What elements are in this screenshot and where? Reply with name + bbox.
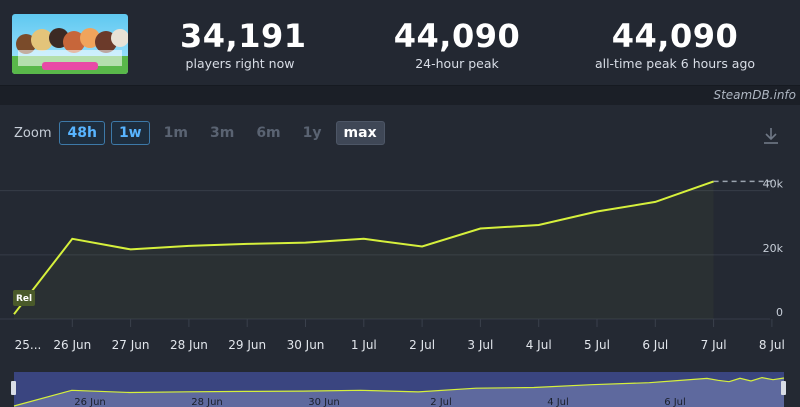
series-line [13,180,714,315]
stats-bar: 34,191 players right now 44,090 24-hour … [0,0,800,86]
navigator[interactable]: 26 Jun 28 Jun 30 Jun 2 Jul 4 Jul 6 Jul [11,372,786,407]
x-tick-label: 26 Jun [53,338,91,352]
y-axis-labels: 0 20k 40k [763,178,784,319]
navigator-tick-label: 28 Jun [191,397,223,407]
all-time-peak-label: all-time peak 6 hours ago [594,56,756,71]
x-tick-label: 4 Jul [526,338,552,352]
zoom-label: Zoom [14,125,52,141]
player-count-chart[interactable]: 0 20k 40k 25... 26 Jun 27 Jun 28 Jun 29 Jun 30 … [0,105,800,407]
navigator-tick-label: 26 Jun [74,397,106,407]
y-tick-label: 40k [763,178,784,191]
chart-panel [0,105,800,407]
zoom-1w-button[interactable]: 1w [110,121,150,145]
navigator-labels: 26 Jun 28 Jun 30 Jun 2 Jul 4 Jul 6 Jul [74,397,686,407]
navigator-right-handle[interactable] [781,381,786,395]
x-tick-label: 6 Jul [642,338,668,352]
x-tick-label: 29 Jun [228,338,266,352]
zoom-1y-button: 1y [302,125,322,141]
zoom-max-button[interactable]: max [335,121,385,145]
steamdb-credit[interactable]: SteamDB.info [713,88,796,102]
x-axis-labels: 25... 26 Jun 27 Jun 28 Jun 29 Jun 30 Jun 1 Jul… [15,338,785,352]
zoom-controls: Zoom 48h 1w 1m 3m 6m 1y max [14,120,391,146]
navigator-left-handle[interactable] [11,381,16,395]
chart-grid [0,190,773,327]
all-time-peak-value: 44,090 [611,17,739,55]
navigator-line [13,376,785,407]
x-tick-label: 25... [15,338,42,352]
navigator-tick-label: 2 Jul [430,397,452,407]
x-tick-label: 2 Jul [409,338,435,352]
navigator-tick-label: 30 Jun [308,397,340,407]
x-tick-label: 28 Jun [170,338,208,352]
stat-all-time-peak: 44,090 all-time peak 6 hours ago [590,18,760,71]
y-tick-label: 20k [763,242,784,255]
x-tick-label: 5 Jul [584,338,610,352]
x-tick-label: 27 Jun [112,338,150,352]
current-players-label: players right now [185,56,295,71]
game-thumbnail[interactable] [12,14,128,74]
peak-24h-label: 24-hour peak [415,56,499,71]
x-tick-label: 30 Jun [287,338,325,352]
zoom-1m-button: 1m [163,125,188,141]
navigator-tick-label: 4 Jul [547,397,569,407]
y-tick-label: 0 [776,306,783,319]
x-tick-label: 3 Jul [467,338,493,352]
stat-24h-peak: 44,090 24-hour peak [392,18,522,71]
release-badge[interactable]: Rel [13,290,35,306]
zoom-48h-button[interactable]: 48h [59,121,105,145]
peak-24h-value: 44,090 [393,17,521,55]
x-tick-label: 7 Jul [701,338,727,352]
series-area [14,181,714,319]
zoom-6m-button: 6m [256,125,281,141]
release-badge-label: Rel [16,294,32,304]
stat-current-players: 34,191 players right now [180,17,307,71]
current-players-value: 34,191 [180,17,307,55]
x-tick-label: 1 Jul [351,338,377,352]
navigator-tick-label: 6 Jul [664,397,686,407]
zoom-3m-button: 3m [209,125,235,141]
download-icon[interactable] [762,126,780,146]
x-tick-label: 8 Jul [759,338,785,352]
